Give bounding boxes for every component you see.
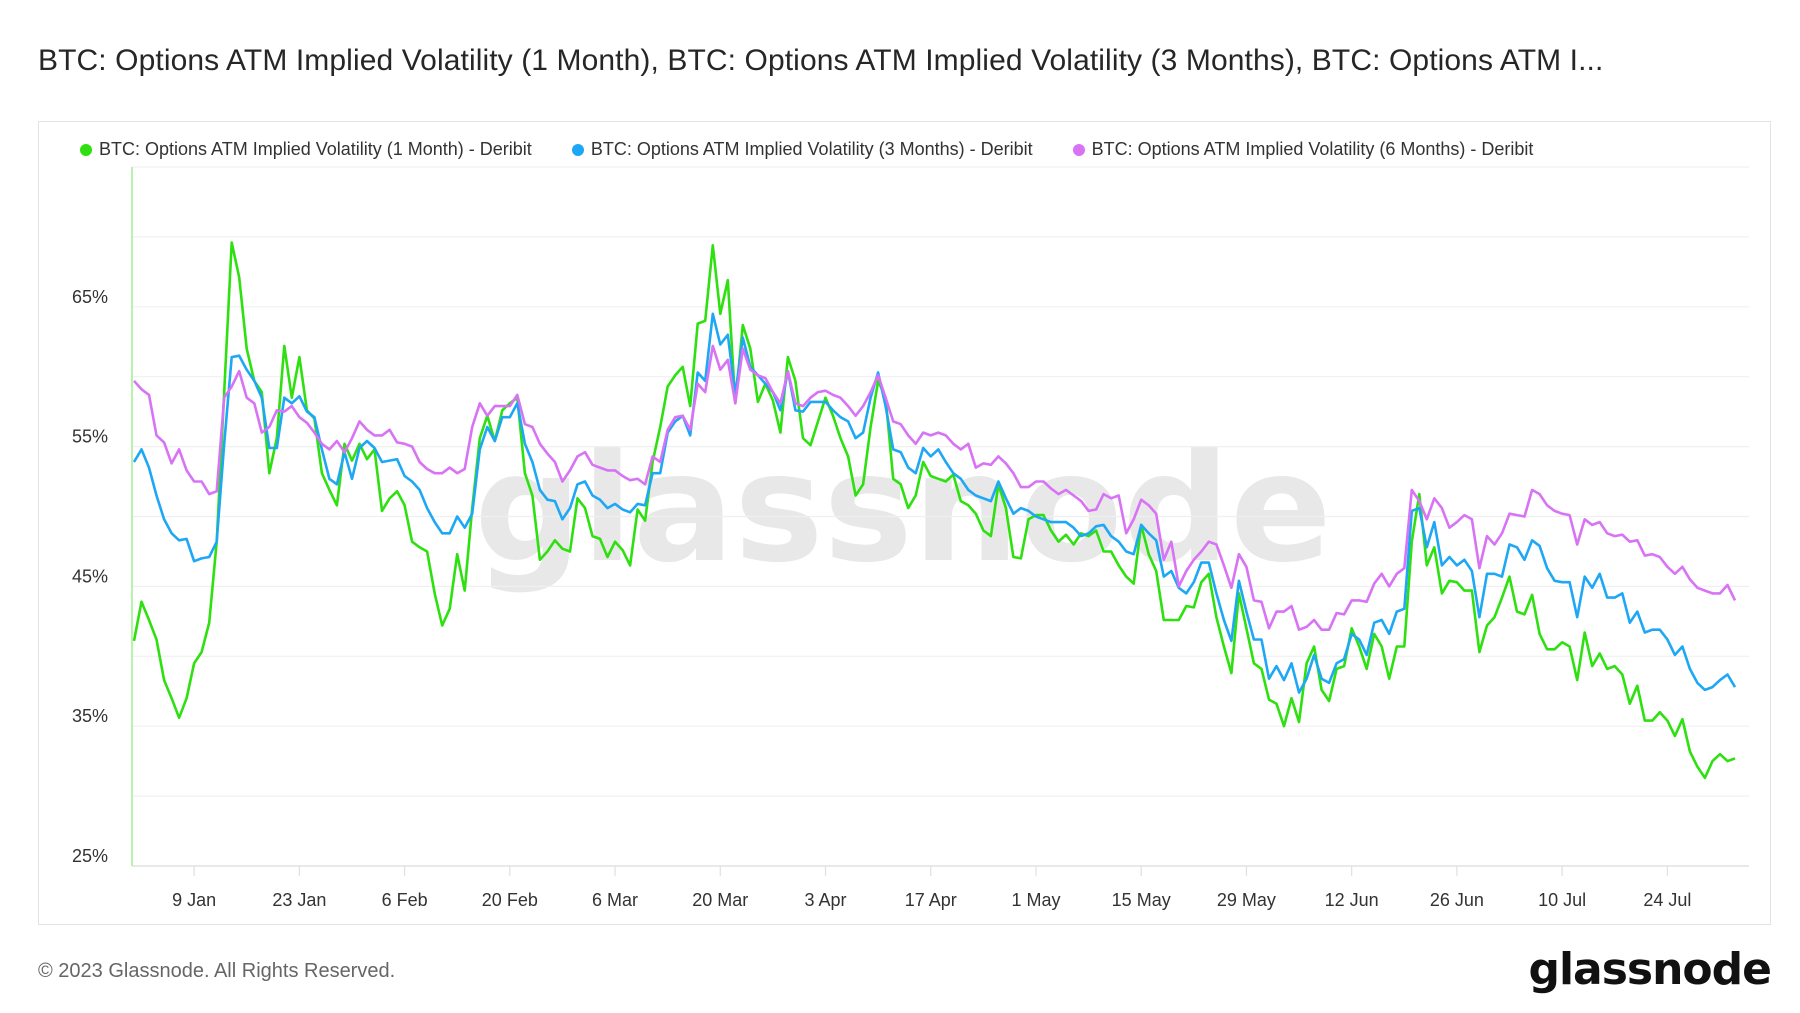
x-tick-label: 3 Apr bbox=[804, 890, 846, 910]
legend-label: BTC: Options ATM Implied Volatility (6 M… bbox=[1091, 139, 1534, 159]
x-tick-label: 29 May bbox=[1217, 890, 1276, 910]
x-tick-label: 6 Mar bbox=[592, 890, 638, 910]
x-tick-label: 10 Jul bbox=[1538, 890, 1586, 910]
chart-title: BTC: Options ATM Implied Volatility (1 M… bbox=[38, 44, 1604, 77]
legend-label: BTC: Options ATM Implied Volatility (3 M… bbox=[590, 139, 1033, 159]
series-line-2 bbox=[132, 312, 1737, 694]
x-tick-label: 17 Apr bbox=[905, 890, 957, 910]
x-tick-label: 20 Mar bbox=[692, 890, 748, 910]
x-tick-label: 1 May bbox=[1011, 890, 1060, 910]
legend-item-3m[interactable]: BTC: Options ATM Implied Volatility (3 M… bbox=[571, 139, 1033, 160]
x-tick-label: 15 May bbox=[1112, 890, 1171, 910]
legend-item-1m[interactable]: BTC: Options ATM Implied Volatility (1 M… bbox=[80, 139, 532, 160]
chart-frame bbox=[38, 121, 1771, 925]
legend-label: BTC: Options ATM Implied Volatility (1 M… bbox=[99, 139, 532, 159]
legend-dot-icon bbox=[571, 143, 584, 156]
legend-dot-icon bbox=[1072, 143, 1085, 156]
copyright: © 2023 Glassnode. All Rights Reserved. bbox=[38, 960, 396, 982]
series-line-1 bbox=[132, 241, 1736, 780]
series-line-3 bbox=[133, 344, 1737, 632]
y-tick-label: 35% bbox=[72, 706, 108, 726]
legend-dot-icon bbox=[80, 143, 92, 156]
x-tick-label: 24 Jul bbox=[1643, 890, 1691, 910]
x-tick-label: 20 Feb bbox=[482, 890, 538, 910]
glassnode-logo: glassnode bbox=[1528, 944, 1772, 995]
x-tick-label: 6 Feb bbox=[382, 890, 428, 910]
watermark: glassnode bbox=[474, 422, 1332, 596]
legend: BTC: Options ATM Implied Volatility (1 M… bbox=[80, 139, 1533, 160]
x-tick-label: 23 Jan bbox=[272, 890, 326, 910]
y-tick-label: 65% bbox=[72, 287, 108, 307]
y-tick-label: 25% bbox=[72, 846, 108, 866]
x-tick-label: 26 Jun bbox=[1430, 890, 1484, 910]
legend-item-6m[interactable]: BTC: Options ATM Implied Volatility (6 M… bbox=[1072, 139, 1534, 160]
y-tick-label: 55% bbox=[72, 427, 108, 447]
x-tick-label: 12 Jun bbox=[1325, 890, 1379, 910]
x-tick-label: 9 Jan bbox=[172, 890, 216, 910]
y-tick-label: 45% bbox=[72, 566, 108, 586]
